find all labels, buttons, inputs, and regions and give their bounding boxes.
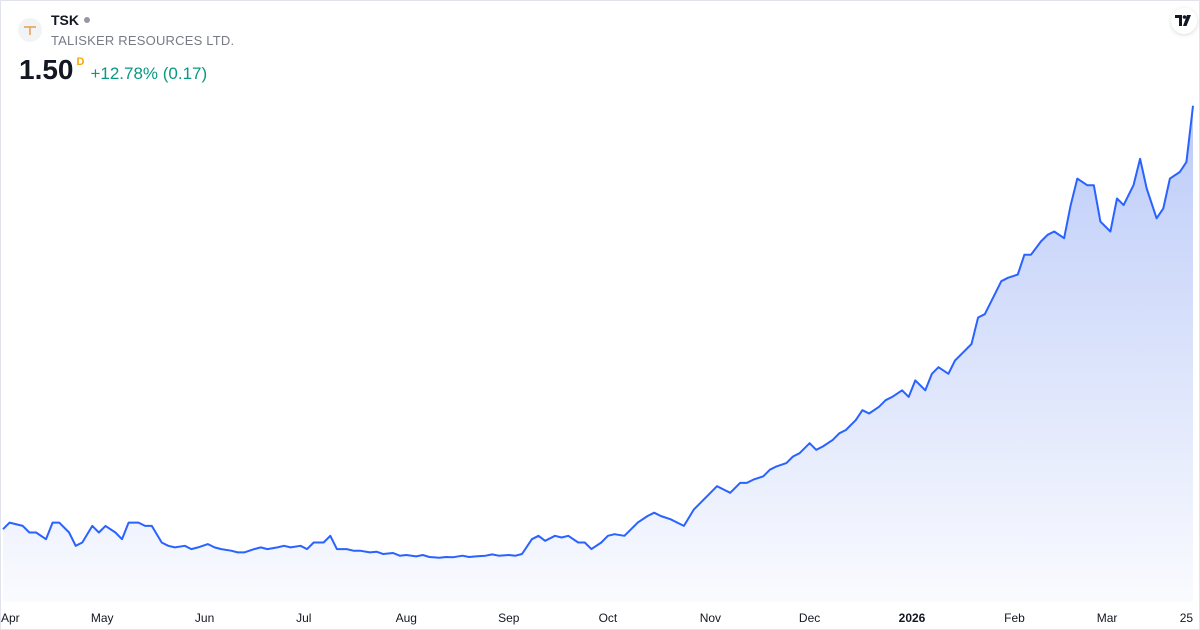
ticker-row: TSK [51,12,90,28]
x-tick-label: Oct [599,611,618,625]
ticker-symbol[interactable]: TSK [51,12,79,28]
x-tick-label: Sep [498,611,520,625]
x-tick-label: Feb [1004,611,1025,625]
x-tick-label: Jun [195,611,214,625]
talisker-logo-icon [18,18,42,42]
x-tick-label: Aug [396,611,417,625]
x-tick-label: Jul [296,611,311,625]
x-tick-label: Nov [700,611,721,625]
last-price: 1.50 [19,54,74,85]
status-dot-icon [84,17,90,23]
x-tick-label: Mar [1097,611,1118,625]
x-tick-label: 2026 [899,611,926,625]
price-line [2,105,1194,559]
x-tick-label: 25 [1180,611,1194,625]
company-name: TALISKER RESOURCES LTD. [51,33,235,48]
price-change: +12.78% (0.17) [90,64,208,83]
x-tick-label: May [91,611,114,625]
interval-badge: D [76,56,85,68]
x-tick-label: Apr [1,611,20,625]
price-area-fill [3,105,1193,603]
price-row: 1.50 D +12.78% (0.17) [19,54,207,86]
x-tick-label: Dec [799,611,820,625]
tradingview-logo-icon[interactable] [1171,8,1197,34]
